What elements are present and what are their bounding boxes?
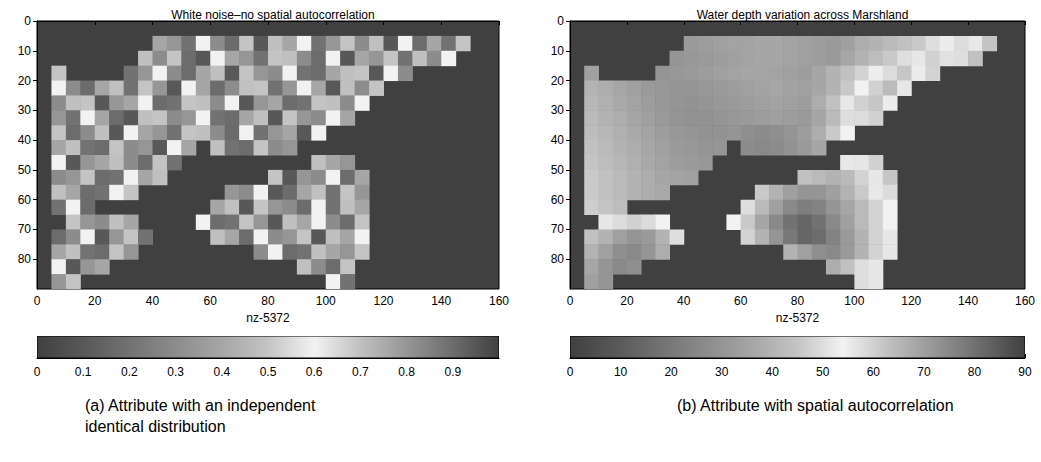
- svg-text:10: 10: [18, 44, 32, 58]
- svg-text:100: 100: [316, 294, 336, 308]
- svg-text:0: 0: [557, 14, 564, 28]
- svg-text:100: 100: [844, 294, 864, 308]
- svg-text:60: 60: [204, 294, 218, 308]
- svg-text:120: 120: [373, 294, 393, 308]
- svg-text:0: 0: [24, 14, 31, 28]
- svg-text:40: 40: [18, 133, 32, 147]
- svg-text:30: 30: [18, 103, 32, 117]
- svg-text:0.4: 0.4: [213, 365, 230, 379]
- svg-text:0.8: 0.8: [398, 365, 415, 379]
- svg-text:50: 50: [816, 365, 830, 379]
- svg-text:120: 120: [901, 294, 921, 308]
- svg-text:60: 60: [867, 365, 881, 379]
- svg-text:0.5: 0.5: [260, 365, 277, 379]
- svg-text:20: 20: [551, 74, 565, 88]
- svg-text:140: 140: [958, 294, 978, 308]
- svg-text:(a) Attribute with an independ: (a) Attribute with an independent: [85, 397, 320, 414]
- svg-text:White noise–no spatial autocor: White noise–no spatial autocorrelation: [171, 8, 374, 22]
- svg-text:20: 20: [664, 365, 678, 379]
- svg-text:160: 160: [489, 294, 509, 308]
- svg-text:40: 40: [146, 294, 160, 308]
- svg-text:30: 30: [715, 365, 729, 379]
- svg-text:40: 40: [677, 294, 691, 308]
- svg-text:0.3: 0.3: [167, 365, 184, 379]
- svg-text:0: 0: [34, 365, 41, 379]
- svg-text:30: 30: [551, 103, 565, 117]
- svg-text:70: 70: [917, 365, 931, 379]
- svg-text:0.7: 0.7: [352, 365, 369, 379]
- svg-text:20: 20: [620, 294, 634, 308]
- svg-text:nz-5372: nz-5372: [246, 311, 290, 325]
- svg-text:0.9: 0.9: [444, 365, 461, 379]
- svg-text:0: 0: [567, 294, 574, 308]
- svg-text:60: 60: [551, 193, 565, 207]
- svg-text:50: 50: [551, 163, 565, 177]
- svg-text:40: 40: [766, 365, 780, 379]
- svg-text:0: 0: [34, 294, 41, 308]
- svg-text:40: 40: [551, 133, 565, 147]
- svg-text:(b) Attribute with spatial aut: (b) Attribute with spatial autocorrelati…: [677, 397, 954, 414]
- svg-text:90: 90: [1018, 365, 1032, 379]
- svg-text:10: 10: [551, 44, 565, 58]
- svg-text:160: 160: [1015, 294, 1035, 308]
- svg-text:70: 70: [551, 222, 565, 236]
- svg-text:10: 10: [614, 365, 628, 379]
- svg-text:20: 20: [88, 294, 102, 308]
- svg-text:80: 80: [968, 365, 982, 379]
- svg-text:80: 80: [791, 294, 805, 308]
- svg-text:20: 20: [18, 74, 32, 88]
- svg-text:Water depth variation across M: Water depth variation across Marshland: [697, 8, 909, 22]
- svg-text:0.6: 0.6: [306, 365, 323, 379]
- svg-text:nz-5372: nz-5372: [776, 311, 820, 325]
- svg-text:50: 50: [18, 163, 32, 177]
- svg-text:0.1: 0.1: [75, 365, 92, 379]
- svg-text:140: 140: [431, 294, 451, 308]
- svg-text:0.2: 0.2: [121, 365, 138, 379]
- svg-text:80: 80: [261, 294, 275, 308]
- svg-text:60: 60: [18, 193, 32, 207]
- svg-text:0: 0: [567, 365, 574, 379]
- svg-text:80: 80: [551, 252, 565, 266]
- svg-text:60: 60: [734, 294, 748, 308]
- svg-text:70: 70: [18, 222, 32, 236]
- svg-text:identical distribution: identical distribution: [85, 418, 226, 435]
- svg-text:80: 80: [18, 252, 32, 266]
